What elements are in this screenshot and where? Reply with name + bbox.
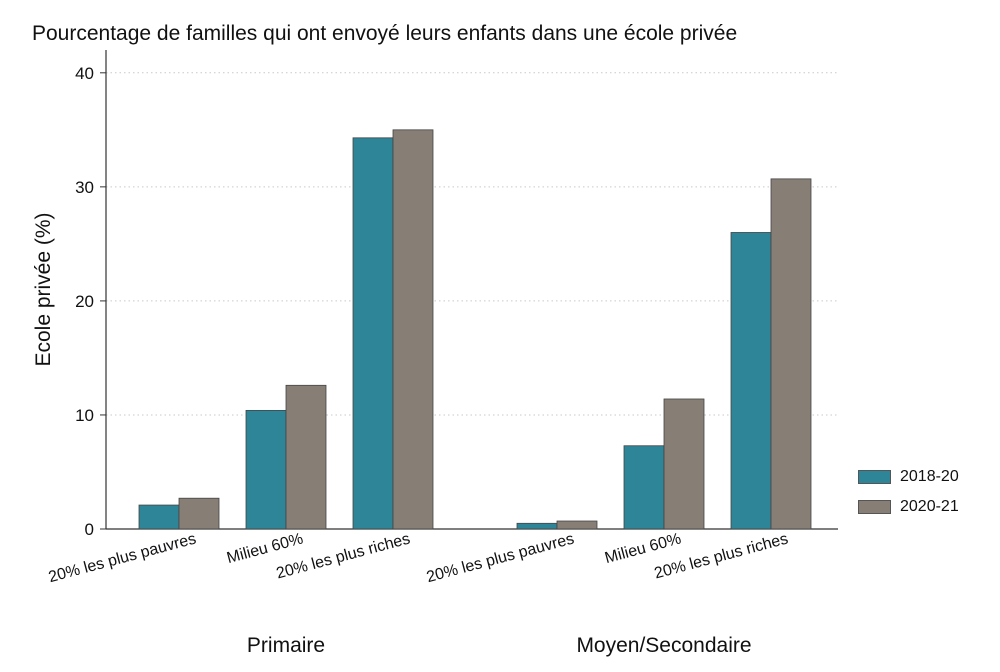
legend-label-2018-20: 2018-20 xyxy=(900,468,959,485)
legend-item-2020-21: 2020-21 xyxy=(858,492,959,522)
y-tick-label-10: 10 xyxy=(75,406,94,425)
bar-moyen-secondaire-20-les-plus-pauvres-2020-21 xyxy=(556,520,598,530)
bar-primaire-20-les-plus-riches-2018-20 xyxy=(352,137,394,530)
y-tick-label-40: 40 xyxy=(75,64,94,83)
y-tick-label-30: 30 xyxy=(75,178,94,197)
bar-moyen-secondaire-20-les-plus-riches-2020-21 xyxy=(770,178,812,530)
legend-swatch-2018-20 xyxy=(858,470,891,484)
bar-moyen-secondaire-milieu-60-2020-21 xyxy=(663,398,705,530)
legend-item-2018-20: 2018-20 xyxy=(858,462,959,492)
bar-primaire-20-les-plus-pauvres-2020-21 xyxy=(178,497,220,530)
bar-primaire-milieu-60-2020-21 xyxy=(285,384,327,530)
group-label-moyen-secondaire: Moyen/Secondaire xyxy=(576,634,751,657)
y-axis-label: Ecole privée (%) xyxy=(32,212,55,366)
y-tick-label-0: 0 xyxy=(85,520,94,539)
bar-primaire-milieu-60-2018-20 xyxy=(245,409,287,530)
legend-label-2020-21: 2020-21 xyxy=(900,498,959,515)
y-tick-label-20: 20 xyxy=(75,292,94,311)
bar-moyen-secondaire-20-les-plus-pauvres-2018-20 xyxy=(516,522,558,530)
x-tick-label-primaire-20-les-plus-pauvres: 20% les plus pauvres xyxy=(47,530,198,586)
chart-title: Pourcentage de familles qui ont envoyé l… xyxy=(32,22,738,45)
bar-primaire-20-les-plus-pauvres-2018-20 xyxy=(138,504,180,530)
bar-moyen-secondaire-milieu-60-2018-20 xyxy=(623,445,665,530)
bar-primaire-20-les-plus-riches-2020-21 xyxy=(392,129,434,530)
legend-swatch-2020-21 xyxy=(858,500,891,514)
bar-moyen-secondaire-20-les-plus-riches-2018-20 xyxy=(730,232,772,530)
legend: 2018-20 2020-21 xyxy=(858,462,959,522)
x-tick-label-moyen-secondaire-20-les-plus-pauvres: 20% les plus pauvres xyxy=(425,530,576,586)
group-label-primaire: Primaire xyxy=(247,634,325,657)
